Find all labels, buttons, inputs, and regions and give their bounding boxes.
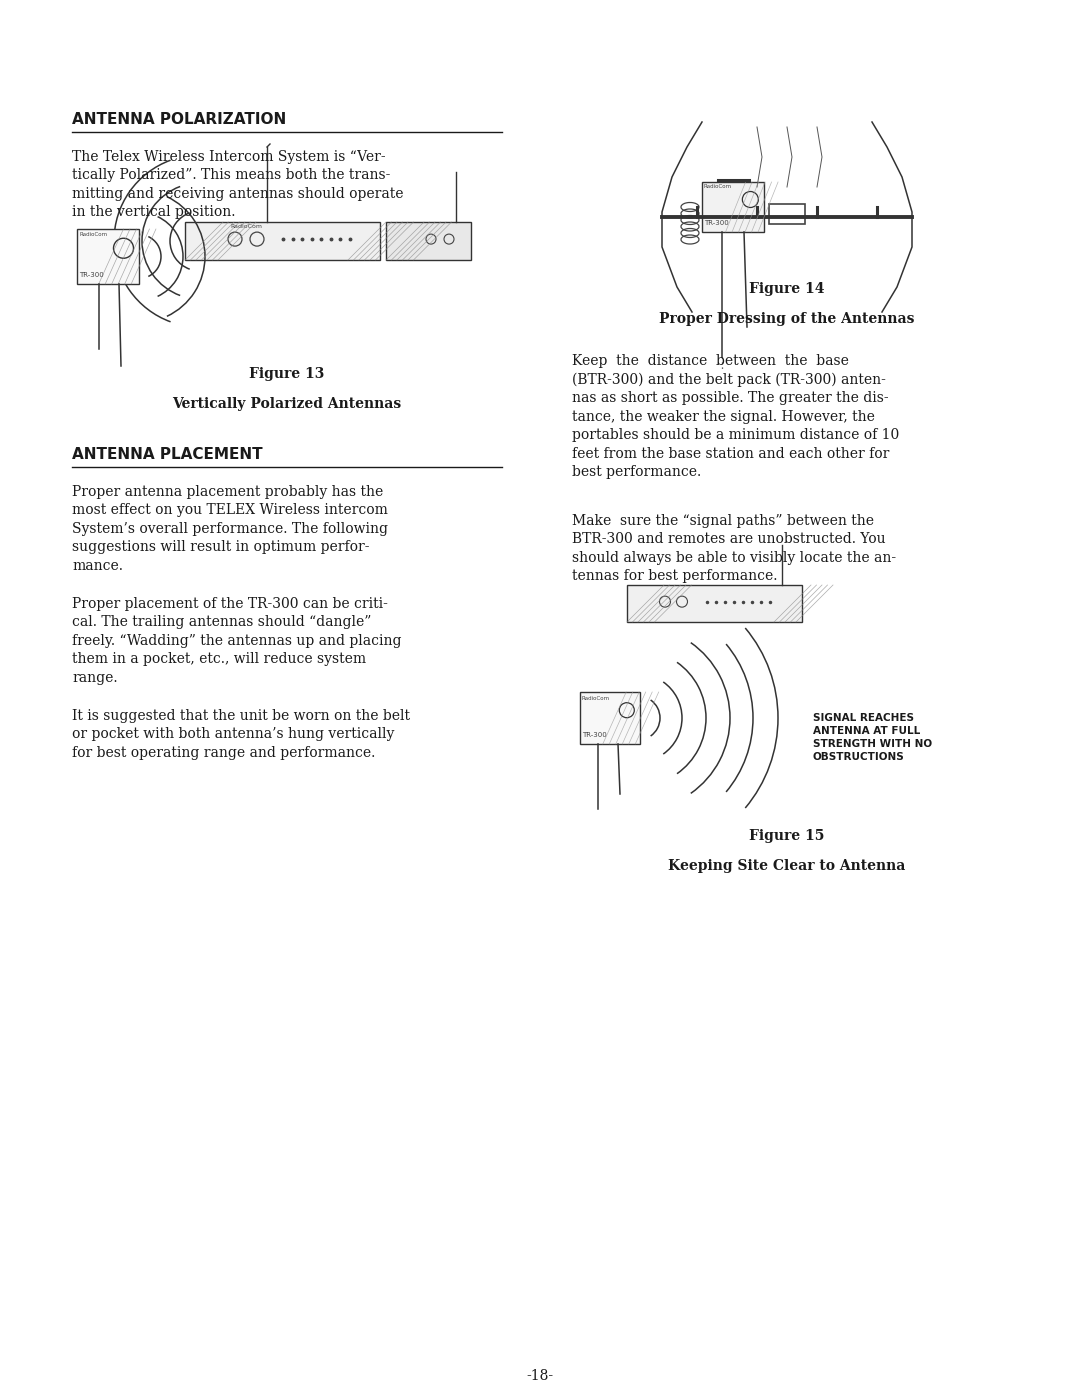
Text: ANTENNA POLARIZATION: ANTENNA POLARIZATION [72, 112, 286, 127]
Bar [185, 222, 380, 260]
Bar [702, 182, 764, 232]
Text: TR-300: TR-300 [79, 272, 104, 278]
Text: Figure 15: Figure 15 [750, 828, 825, 842]
Text: RadioCom: RadioCom [704, 184, 732, 189]
Bar [580, 692, 640, 745]
Text: Keeping Site Clear to Antenna: Keeping Site Clear to Antenna [669, 859, 906, 873]
Text: The Telex Wireless Intercom System is “Ver-
tically Polarized”. This means both : The Telex Wireless Intercom System is “V… [72, 149, 404, 219]
Text: ANTENNA PLACEMENT: ANTENNA PLACEMENT [72, 447, 262, 462]
Text: Make  sure the “signal paths” between the
BTR-300 and remotes are unobstructed. : Make sure the “signal paths” between the… [572, 514, 896, 583]
Bar [627, 585, 802, 622]
Text: -18-: -18- [526, 1369, 554, 1383]
Text: RadioCom: RadioCom [230, 224, 262, 229]
Text: Proper Dressing of the Antennas: Proper Dressing of the Antennas [659, 312, 915, 326]
Text: It is suggested that the unit be worn on the belt
or pocket with both antenna’s : It is suggested that the unit be worn on… [72, 710, 410, 760]
Text: Proper placement of the TR-300 can be criti-
cal. The trailing antennas should “: Proper placement of the TR-300 can be cr… [72, 597, 402, 685]
Text: RadioCom: RadioCom [79, 232, 107, 237]
Bar [77, 229, 139, 284]
Text: SIGNAL REACHES
ANTENNA AT FULL
STRENGTH WITH NO
OBSTRUCTIONS: SIGNAL REACHES ANTENNA AT FULL STRENGTH … [813, 712, 932, 763]
Text: RadioCom: RadioCom [582, 696, 610, 701]
Text: Proper antenna placement probably has the
most effect on you TELEX Wireless inte: Proper antenna placement probably has th… [72, 485, 388, 573]
Bar [386, 222, 471, 260]
Text: TR-300: TR-300 [704, 219, 729, 226]
Bar [769, 204, 805, 224]
Text: Figure 14: Figure 14 [750, 282, 825, 296]
Text: TR-300: TR-300 [582, 732, 607, 738]
Text: Figure 13: Figure 13 [249, 367, 325, 381]
Text: Vertically Polarized Antennas: Vertically Polarized Antennas [173, 397, 402, 411]
Text: Keep  the  distance  between  the  base
(BTR-300) and the belt pack (TR-300) ant: Keep the distance between the base (BTR-… [572, 353, 900, 479]
